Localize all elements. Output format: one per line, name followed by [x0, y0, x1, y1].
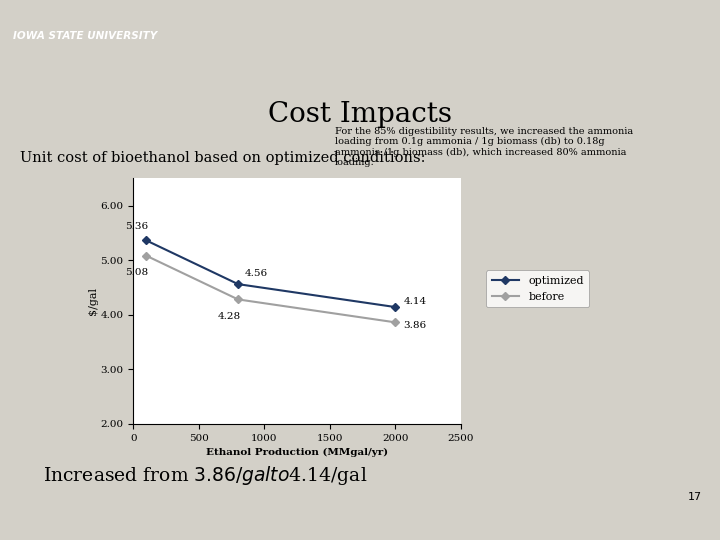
Text: 5.36: 5.36 — [125, 222, 148, 231]
Text: 4.28: 4.28 — [217, 312, 240, 321]
X-axis label: Ethanol Production (MMgal/yr): Ethanol Production (MMgal/yr) — [206, 448, 388, 457]
Text: 3.86: 3.86 — [404, 321, 427, 330]
Text: Increased from $3.86/gal to $4.14/gal: Increased from $3.86/gal to $4.14/gal — [43, 464, 368, 487]
Text: 4.56: 4.56 — [245, 269, 268, 278]
Text: For the 85% digestibility results, we increased the ammonia
loading from 0.1g am: For the 85% digestibility results, we in… — [335, 127, 633, 167]
Text: 5.08: 5.08 — [125, 268, 148, 277]
Text: 17: 17 — [688, 492, 702, 502]
optimized — [234, 281, 243, 287]
optimized — [142, 237, 150, 244]
Line: before: before — [143, 253, 398, 326]
Text: 4.14: 4.14 — [404, 298, 427, 306]
Text: IOWA STATE UNIVERSITY: IOWA STATE UNIVERSITY — [13, 31, 157, 40]
before — [142, 253, 150, 259]
Legend: optimized, before: optimized, before — [486, 271, 589, 307]
Text: Unit cost of bioethanol based on optimized conditions:: Unit cost of bioethanol based on optimiz… — [20, 151, 426, 165]
before — [391, 319, 400, 326]
Y-axis label: $/gal: $/gal — [88, 287, 98, 315]
before — [234, 296, 243, 302]
Line: optimized: optimized — [143, 237, 398, 310]
optimized — [391, 304, 400, 310]
Text: Cost Impacts: Cost Impacts — [268, 101, 452, 128]
